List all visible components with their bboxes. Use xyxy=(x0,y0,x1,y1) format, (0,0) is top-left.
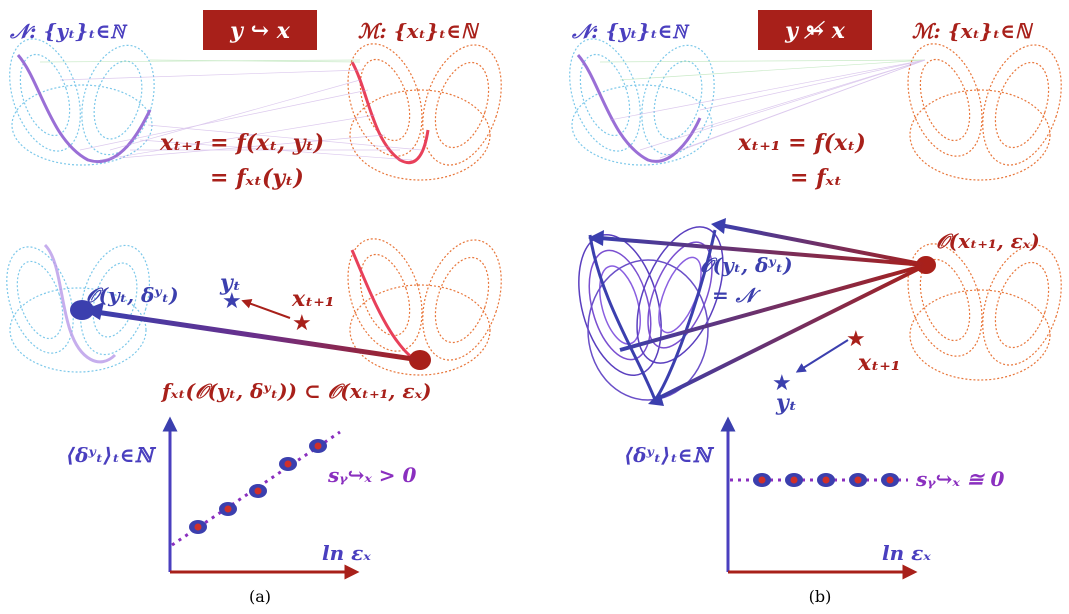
chart-point-core xyxy=(758,476,766,484)
panel-b: y ↬̸ x 𝒩: {yₜ}ₜ∈ℕ ℳ: {xₜ}ₜ∈ℕ xₜ₊₁ = f(xₜ… xyxy=(569,10,1062,606)
small-arrow-b xyxy=(795,339,849,373)
chart-point-core xyxy=(194,523,202,531)
label-xt1-a: xₜ₊₁ xyxy=(291,286,335,312)
equation-b-line1: xₜ₊₁ = f(xₜ) xyxy=(737,130,866,156)
chart-point-core xyxy=(790,476,798,484)
caption-a: (a) xyxy=(249,587,271,606)
trajectory-n-top-b xyxy=(576,54,702,163)
relation-badge-b xyxy=(758,10,872,50)
attractor-n-top-b xyxy=(569,38,715,166)
attractor-m-mid-b xyxy=(907,243,1062,381)
chart-a: ⟨δʸₜ⟩ₜ∈ℕ ln εₓ sᵧ↪ₓ > 0 xyxy=(66,416,417,580)
inclusion-label-a: fₓₜ(𝒪(yₜ, δʸₜ)) ⊂ 𝒪(xₜ₊₁, εₓ) xyxy=(160,379,431,403)
attractor-n-mid-a xyxy=(6,244,151,373)
ball-y-label-b: 𝒪(yₜ, δʸₜ) xyxy=(700,253,793,277)
fan-arrows-b xyxy=(599,223,927,402)
label-yt-a: yₜ xyxy=(219,270,241,296)
set-m-label-b: ℳ: {xₜ}ₜ∈ℕ xyxy=(912,19,1034,43)
fan-arrow-head-1 xyxy=(588,230,604,246)
star-xt1-b: ★ xyxy=(846,327,866,352)
trajectory-m-mid-a xyxy=(350,249,430,362)
trajectory-m-top-a xyxy=(350,61,430,164)
mapping-arrow-a xyxy=(95,309,421,363)
chart-point-core xyxy=(284,460,292,468)
ball-y-label-a: 𝒪(yₜ, δʸₜ) xyxy=(86,283,179,307)
fan-arrow-head-3 xyxy=(648,392,664,406)
panel-a: y ↪ x 𝒩: {yₜ}ₜ∈ℕ ℳ: {xₜ}ₜ∈ℕ xₜ₊₁ = f(xₜ,… xyxy=(6,10,502,606)
chart-a-ylabel: ⟨δʸₜ⟩ₜ∈ℕ xyxy=(66,443,157,467)
chart-point-core xyxy=(886,476,894,484)
equation-a-line1: xₜ₊₁ = f(xₜ, yₜ) xyxy=(159,130,324,156)
chart-b-points xyxy=(753,473,899,487)
attractor-n-top-a xyxy=(9,38,155,166)
attractor-m-top-a xyxy=(347,43,502,181)
relation-badge-b-text: y ↬̸ x xyxy=(784,18,846,44)
correspondence-lines-b xyxy=(599,59,926,159)
ball-y-a xyxy=(70,300,94,320)
ball-y-label-b-eq: = 𝒩 xyxy=(712,283,762,307)
set-n-label-b: 𝒩: {yₜ}ₜ∈ℕ xyxy=(571,19,690,43)
set-m-label-a: ℳ: {xₜ}ₜ∈ℕ xyxy=(358,19,480,43)
chart-point-core xyxy=(854,476,862,484)
chart-b: ⟨δʸₜ⟩ₜ∈ℕ ln εₓ sᵧ↪ₓ ≅ 0 xyxy=(624,416,1005,580)
chart-a-xlabel: ln εₓ xyxy=(322,541,371,565)
relation-badge-a-text: y ↪ x xyxy=(229,18,291,44)
chart-b-ylabel: ⟨δʸₜ⟩ₜ∈ℕ xyxy=(624,443,715,467)
equation-a-line2: = fₓₜ(yₜ) xyxy=(210,165,304,191)
small-arrow-a xyxy=(241,299,291,319)
chart-a-points xyxy=(189,439,327,534)
label-yt-b: yₜ xyxy=(775,390,797,416)
chart-point-core xyxy=(822,476,830,484)
chart-b-xlabel: ln εₓ xyxy=(882,541,931,565)
equation-b-line2: = fₓₜ xyxy=(790,165,842,191)
chart-point-core xyxy=(224,505,232,513)
ball-x-label-b: 𝒪(xₜ₊₁, εₓ) xyxy=(936,229,1040,253)
set-n-label-a: 𝒩: {yₜ}ₜ∈ℕ xyxy=(9,19,128,43)
mapping-arrow-head-a xyxy=(84,302,104,320)
outer-loop-b xyxy=(588,229,717,404)
trajectory-n-top-a xyxy=(16,54,152,164)
correspondence-lines-a xyxy=(39,59,423,161)
chart-point-core xyxy=(314,442,322,450)
chart-a-slope-label: sᵧ↪ₓ > 0 xyxy=(327,463,417,487)
trajectory-n-mid-a xyxy=(43,243,117,364)
chart-point-core xyxy=(254,487,262,495)
fan-arrow-head-2 xyxy=(711,218,726,234)
chart-b-slope-label: sᵧ↪ₓ ≅ 0 xyxy=(915,467,1005,491)
relation-badge-a xyxy=(203,10,317,50)
star-xt1-a: ★ xyxy=(292,311,312,336)
attractor-m-top-b xyxy=(907,43,1062,181)
star-yt-a: ★ xyxy=(222,289,242,314)
label-xt1-b: xₜ₊₁ xyxy=(857,350,901,376)
caption-b: (b) xyxy=(809,587,832,606)
star-yt-b: ★ xyxy=(772,371,792,396)
